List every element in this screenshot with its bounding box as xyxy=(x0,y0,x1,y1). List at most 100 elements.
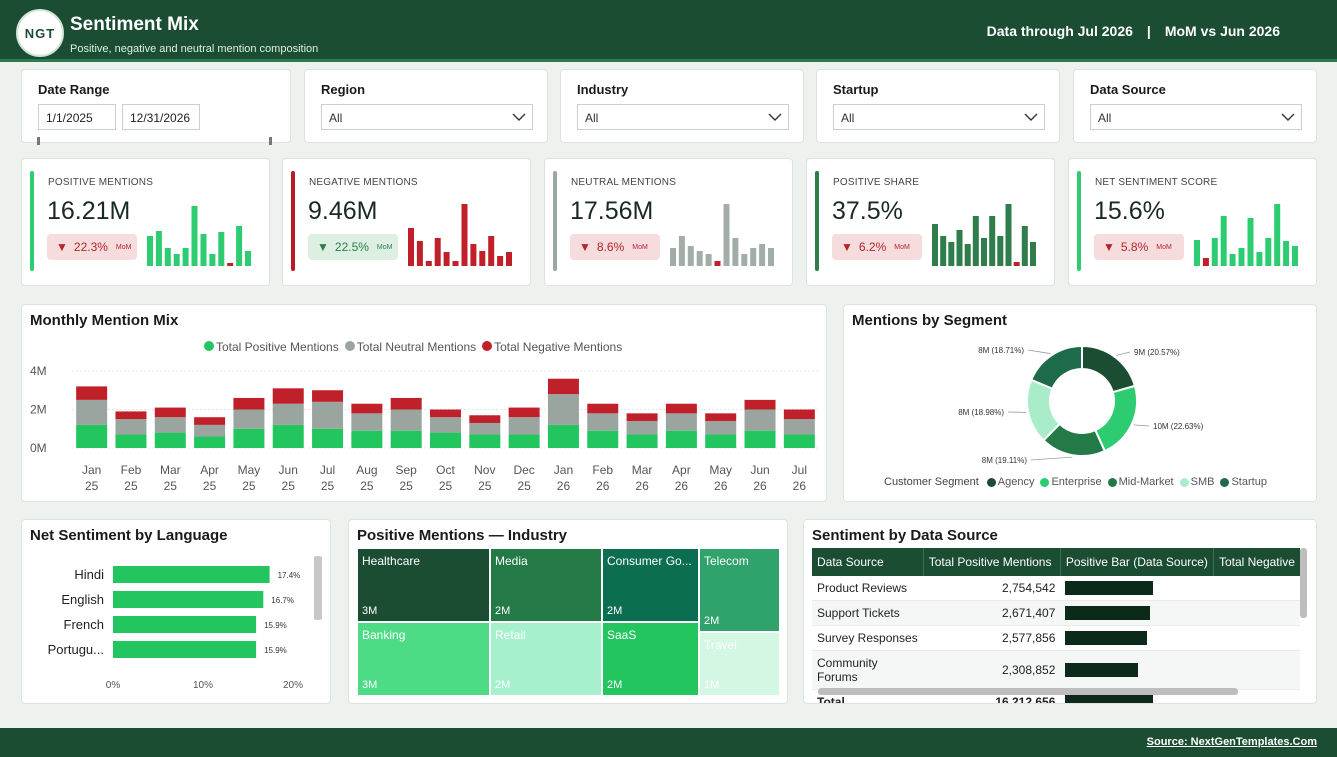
mix-bar-segment xyxy=(469,415,501,423)
treemap-tile[interactable]: Healthcare 3M xyxy=(357,548,490,622)
table-row[interactable]: Survey Responses 2,577,856 xyxy=(812,625,1300,651)
table-row[interactable]: Community Forums 2,308,852 xyxy=(812,650,1300,690)
monthly-mix-card: Monthly Mention Mix Total Positive Menti… xyxy=(21,304,827,502)
segment-legend-item: Startup xyxy=(1220,476,1267,488)
legend-label: Total Negative Mentions xyxy=(494,340,623,354)
mix-bar-segment xyxy=(547,378,579,395)
treemap-tile[interactable]: Banking 3M xyxy=(357,622,490,696)
donut-leader-line xyxy=(1030,456,1073,461)
sparkline-bar xyxy=(750,248,757,266)
mix-bar-segment xyxy=(744,399,776,410)
segment-card: Mentions by Segment 9M (20.57%) 10M (22.6… xyxy=(843,304,1317,502)
cell-positive-bar xyxy=(1060,600,1214,626)
mix-bar-segment xyxy=(430,409,461,418)
mix-bar-segment xyxy=(783,434,815,448)
sparkline-bar xyxy=(696,251,703,266)
mix-bar-segment xyxy=(233,409,265,429)
x-tick-label: 25 xyxy=(517,479,531,493)
language-card: Net Sentiment by Language Hindi 17.4% Engl… xyxy=(21,519,331,704)
table-row[interactable]: Product Reviews 2,754,542 xyxy=(812,576,1300,601)
mix-bar-segment xyxy=(705,421,737,435)
mix-bar-segment xyxy=(154,432,186,448)
treemap-tile[interactable]: Telecom 2M xyxy=(699,548,780,632)
treemap-tile[interactable]: Consumer Go... 2M xyxy=(602,548,699,622)
kpi-change-value: 6.2% xyxy=(858,240,887,254)
data-source-dropdown[interactable]: All xyxy=(1090,104,1302,130)
col-total-negative[interactable]: Total Negative xyxy=(1213,548,1300,576)
sparkline-bar xyxy=(1247,218,1254,266)
col-data-source[interactable]: Data Source xyxy=(812,548,924,576)
monthly-mix-title: Monthly Mention Mix xyxy=(30,312,179,329)
sparkline-bar xyxy=(1013,262,1020,266)
table-horizontal-scrollbar[interactable] xyxy=(818,688,1238,695)
kpi-value: 17.56M xyxy=(570,197,654,225)
kpi-sparkline xyxy=(408,204,512,266)
sparkline-bar xyxy=(182,248,189,266)
kpi-accent-bar xyxy=(815,171,819,271)
cell-positive: 2,577,856 xyxy=(923,625,1061,651)
mix-bar-segment xyxy=(272,388,304,404)
sparkline-bar xyxy=(479,251,486,266)
kpi-label: POSITIVE SHARE xyxy=(833,177,920,188)
col-total-positive[interactable]: Total Positive Mentions ▼ xyxy=(923,548,1061,602)
logo-text: NGT xyxy=(24,25,56,41)
sparkline-bar xyxy=(209,254,216,266)
mix-bar-segment xyxy=(665,403,697,414)
language-scrollbar[interactable] xyxy=(314,556,322,620)
kpi-card: POSITIVE SHARE 37.5% ▼ 6.2% MoM xyxy=(806,158,1055,286)
x-tick-label: 25 xyxy=(400,479,414,493)
industry-dropdown[interactable]: All xyxy=(577,104,789,130)
mix-bar-segment xyxy=(665,430,697,448)
mix-bar-segment xyxy=(76,386,108,400)
mix-bar-segment xyxy=(626,413,658,422)
legend-dot xyxy=(204,341,214,351)
x-tick-label: Jun xyxy=(750,463,769,477)
chevron-down-icon xyxy=(512,113,526,121)
table-row[interactable]: Support Tickets 2,671,407 xyxy=(812,600,1300,626)
kpi-sparkline xyxy=(1194,204,1298,266)
date-start-input[interactable]: 1/1/2025 xyxy=(38,104,116,130)
sort-desc-icon: ▼ xyxy=(937,593,945,602)
kpi-change-badge: ▼ 8.6% MoM xyxy=(570,234,660,260)
kpi-label: POSITIVE MENTIONS xyxy=(48,177,154,188)
mix-bar-segment xyxy=(76,399,108,425)
treemap-tile-value: 3M xyxy=(362,679,378,691)
kpi-accent-bar xyxy=(291,171,295,271)
donut-leader-line xyxy=(1116,351,1131,356)
treemap-tile[interactable]: Media 2M xyxy=(490,548,602,622)
table-vertical-scrollbar[interactable] xyxy=(1300,548,1307,618)
mix-bar-segment xyxy=(469,434,501,448)
sparkline-bar xyxy=(705,254,712,266)
legend-dot xyxy=(344,341,355,351)
x-tick-label: 26 xyxy=(793,479,807,493)
language-bar xyxy=(113,566,270,583)
source-link[interactable]: Source: NextGenTemplates.Com xyxy=(1146,736,1317,748)
x-tick-label: Feb xyxy=(592,463,613,477)
date-slider-start-handle[interactable] xyxy=(37,137,40,145)
region-dropdown[interactable]: All xyxy=(321,104,533,130)
treemap-tile[interactable]: SaaS 2M xyxy=(602,622,699,696)
col-positive-bar[interactable]: Positive Bar (Data Source) xyxy=(1060,548,1214,576)
sparkline-bar xyxy=(964,244,971,266)
date-end-input[interactable]: 12/31/2026 xyxy=(122,104,200,130)
kpi-change-value: 8.6% xyxy=(596,240,625,254)
kpi-accent-bar xyxy=(553,171,557,271)
startup-dropdown[interactable]: All xyxy=(833,104,1045,130)
treemap-tile[interactable]: Retail 2M xyxy=(490,622,602,696)
startup-label: Startup xyxy=(833,82,879,97)
mix-bar-segment xyxy=(312,428,344,448)
x-tick-label: 25 xyxy=(478,479,492,493)
cell-negative xyxy=(1213,650,1300,690)
treemap-tile[interactable]: Travel 1M xyxy=(699,632,780,696)
kpi-mom-label: MoM xyxy=(115,243,132,251)
donut-leader-line xyxy=(1027,349,1051,354)
x-tick-label: Jan xyxy=(554,463,573,477)
sparkline-bar xyxy=(425,261,432,266)
x-tick-label: 25 xyxy=(242,479,256,493)
sparkline-bar xyxy=(678,236,685,266)
date-slider-end-handle[interactable] xyxy=(269,137,272,145)
sparkline-bar xyxy=(723,204,730,266)
mix-bar-segment xyxy=(272,403,304,425)
mix-bar-segment xyxy=(154,407,186,418)
kpi-mom-label: MoM xyxy=(894,243,910,251)
